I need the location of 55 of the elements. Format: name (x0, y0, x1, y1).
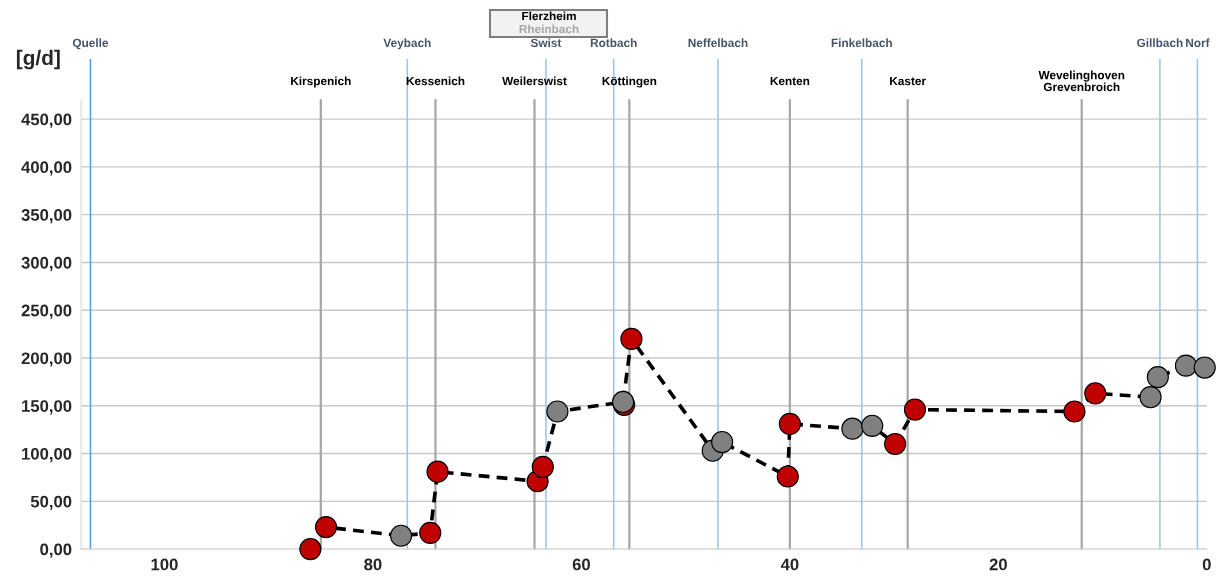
y-tick-label: 150,00 (22, 400, 72, 415)
y-tick-label: 250,00 (21, 304, 72, 319)
ref-line-label: Wevelinghoven Grevenbroich (1038, 70, 1125, 92)
ref-line-label: Veybach (383, 38, 431, 50)
point (1174, 354, 1198, 377)
point (903, 398, 927, 421)
point (299, 538, 322, 561)
x-tick-label: 60 (572, 558, 590, 571)
ref-line-label: Köttingen (602, 76, 657, 88)
ref-line-label: Finkelbach (831, 38, 892, 48)
point (426, 460, 449, 483)
point (1063, 400, 1086, 423)
x-tick-label: 0 (1202, 558, 1211, 571)
point (531, 455, 554, 479)
ref-line-label: Weilerswist (502, 76, 567, 86)
point (620, 327, 643, 350)
y-tick-label: 50,00 (30, 495, 72, 510)
ref-line-label: Kessenich (406, 76, 465, 86)
point (419, 521, 442, 544)
y-tick-label: 200,00 (21, 352, 72, 367)
y-tick-label: 100,00 (22, 447, 72, 463)
y-tick-label: 0,00 (40, 543, 72, 558)
text: Flerzheim (522, 11, 576, 21)
y-tick-label: 300,00 (21, 256, 72, 272)
point (841, 417, 864, 440)
point (1146, 366, 1169, 389)
y-tick-label: 400,00 (21, 161, 72, 176)
point (884, 432, 907, 456)
x-tick-label: 80 (364, 558, 382, 571)
ref-line-label: Quelle (72, 38, 109, 50)
x-tick-label: 40 (780, 558, 799, 571)
y-axis-title: [g/d] (16, 49, 60, 70)
y-tick-label: 450,00 (21, 113, 72, 128)
point (776, 465, 799, 488)
point (861, 414, 884, 437)
point (314, 516, 338, 539)
point (711, 430, 734, 454)
point (778, 412, 801, 436)
point (389, 524, 413, 547)
point (1193, 356, 1216, 379)
y-tick-label: 350,00 (21, 209, 72, 224)
x-tick-label: 20 (989, 558, 1007, 571)
ref-line-label: Swist (530, 38, 562, 48)
ref-line-label: Kirspenich (291, 76, 351, 88)
ref-line-label: Norf (1186, 38, 1210, 48)
point (546, 400, 569, 423)
ref-line-label: Kenten (770, 76, 810, 86)
text: Rheinbach (519, 24, 579, 34)
ref-line-label: Neffelbach (688, 38, 748, 48)
point (1139, 386, 1162, 409)
x-tick-label: 100 (151, 558, 178, 571)
ref-line-label: Gillbach (1137, 38, 1183, 48)
ref-line-label: Rotbach (590, 38, 637, 48)
point (1084, 382, 1107, 405)
ref-line-label: Kaster (890, 76, 926, 86)
